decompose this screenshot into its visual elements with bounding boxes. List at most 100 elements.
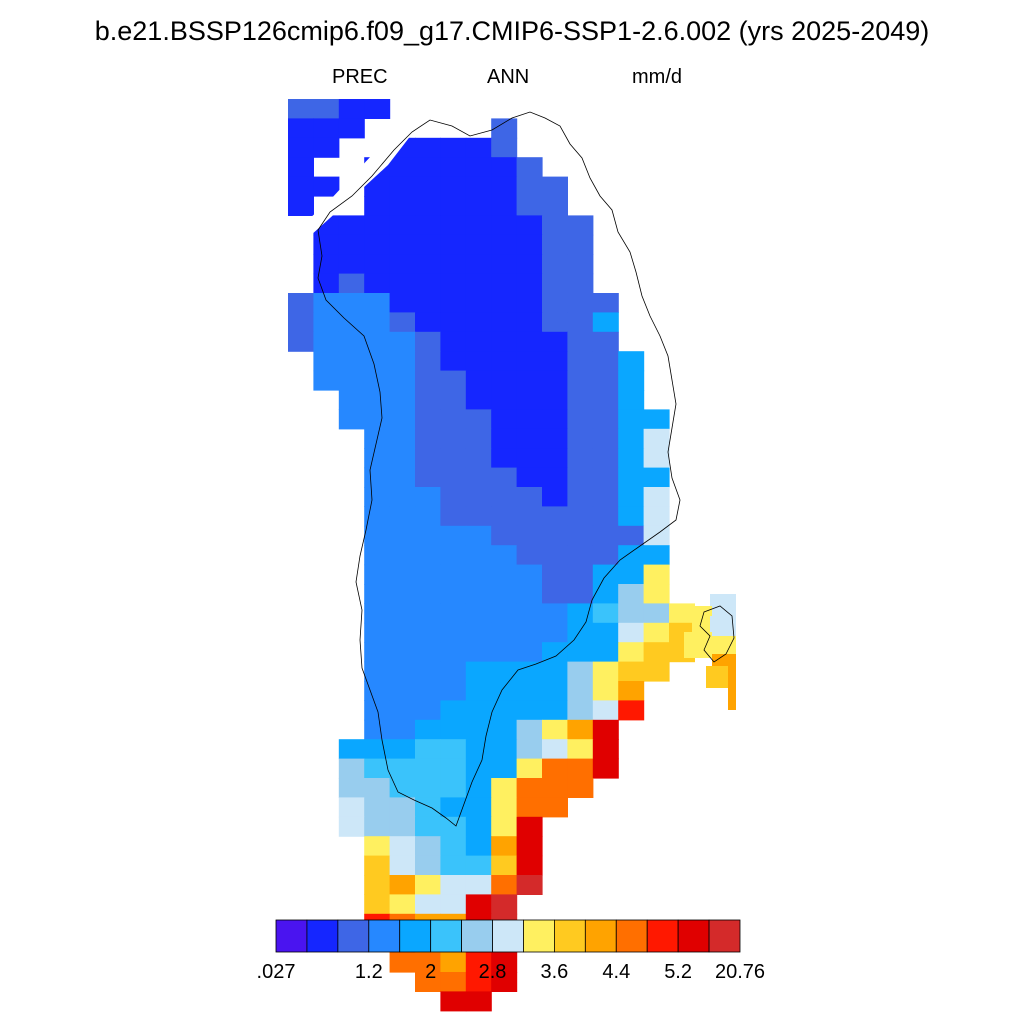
grid-cell [415,836,441,857]
grid-cell [643,603,670,624]
grid-cell [643,428,670,449]
grid-cell [542,564,568,585]
grid-cell [389,331,416,352]
grid-cell [288,312,314,333]
grid-cell [338,331,365,352]
grid-cell [542,661,568,682]
grid-cell [415,176,441,197]
grid-cell [415,215,441,236]
grid-cell [364,564,391,585]
grid-cell [491,137,518,158]
grid-cell [465,991,492,1012]
grid-cell [288,99,314,119]
colorbar-tick-label: 3.6 [540,961,569,983]
grid-cell [491,545,518,566]
grid-cell [389,525,416,546]
grid-cell [465,137,492,158]
grid-cell [364,215,391,236]
grid-cell [288,157,314,178]
grid-cell [465,545,492,566]
grid-cell [440,254,467,275]
grid-cell [313,312,340,333]
grid-cell [643,467,670,488]
grid-cell [338,99,365,119]
units-label: mm/d [632,66,682,88]
grid-cell [567,254,594,275]
grid-cell [465,758,492,779]
grid-cell [415,196,441,216]
grid-cell [415,758,441,779]
grid-cell [364,584,391,604]
grid-cell [618,390,645,410]
grid-cell [491,215,518,236]
grid-cell [567,700,594,721]
grid-cell [542,584,568,604]
grid-cell [491,836,518,857]
grid-cell [364,719,391,740]
grid-cell [491,875,518,895]
grid-cell [440,972,467,992]
grid-cell [491,370,518,391]
grid-cell [338,273,365,294]
grid-cell [415,370,441,391]
grid-cell [415,234,441,255]
grid-cell [415,137,441,158]
grid-cell [643,622,670,643]
grid-cell [542,331,568,352]
colorbar-swatch [677,919,710,953]
grid-cell [440,176,467,197]
colorbar-swatch [523,919,555,953]
grid-cell [465,816,492,837]
grid-cell [389,739,416,760]
grid-cell [491,681,518,701]
grid-cell [567,312,594,333]
grid-cell [415,525,441,546]
grid-cell [592,758,619,779]
grid-cell [491,739,518,760]
grid-cell [440,467,467,488]
grid-cell [643,525,670,546]
grid-cell [491,642,518,663]
grid-cell [542,254,568,275]
grid-cell [440,525,467,546]
colorbar-tick-label: 2 [425,961,437,983]
grid-cell [618,642,645,663]
grid-cell [491,312,518,333]
grid-cell [389,273,416,294]
grid-cell [440,661,467,682]
grid-cell [389,176,416,197]
grid-cell [465,215,492,236]
grid-cell [465,855,492,876]
grid-cell [465,370,492,391]
grid-cell [592,312,619,333]
grid-cell [618,603,645,624]
grid-cell [364,196,391,216]
grid-cell [465,564,492,585]
grid-cell [567,409,594,430]
grid-cell [465,331,492,352]
colorbar-tick-label: 1.2 [354,961,383,983]
grid-cell [389,467,416,488]
grid-cell [338,739,365,760]
grid-cell [389,700,416,721]
grid-cell [618,506,645,527]
grid-cell [491,952,518,973]
grid-cell [491,487,518,507]
grid-cell [364,254,391,275]
grid-cell [542,196,568,216]
grid-cell [516,467,543,488]
grid-cell [491,234,518,255]
grid-cell [364,875,391,895]
grid-cell [567,215,594,236]
grid-cell [516,681,543,701]
season-label: ANN [487,66,530,88]
grid-cell [516,409,543,430]
grid-cell [389,584,416,604]
grid-cell [313,99,340,119]
grid-cell [389,428,416,449]
grid-cell [364,409,391,430]
grid-cell [440,215,467,236]
grid-cell [728,670,736,710]
grid-cell [338,293,365,313]
grid-cell [669,603,695,624]
